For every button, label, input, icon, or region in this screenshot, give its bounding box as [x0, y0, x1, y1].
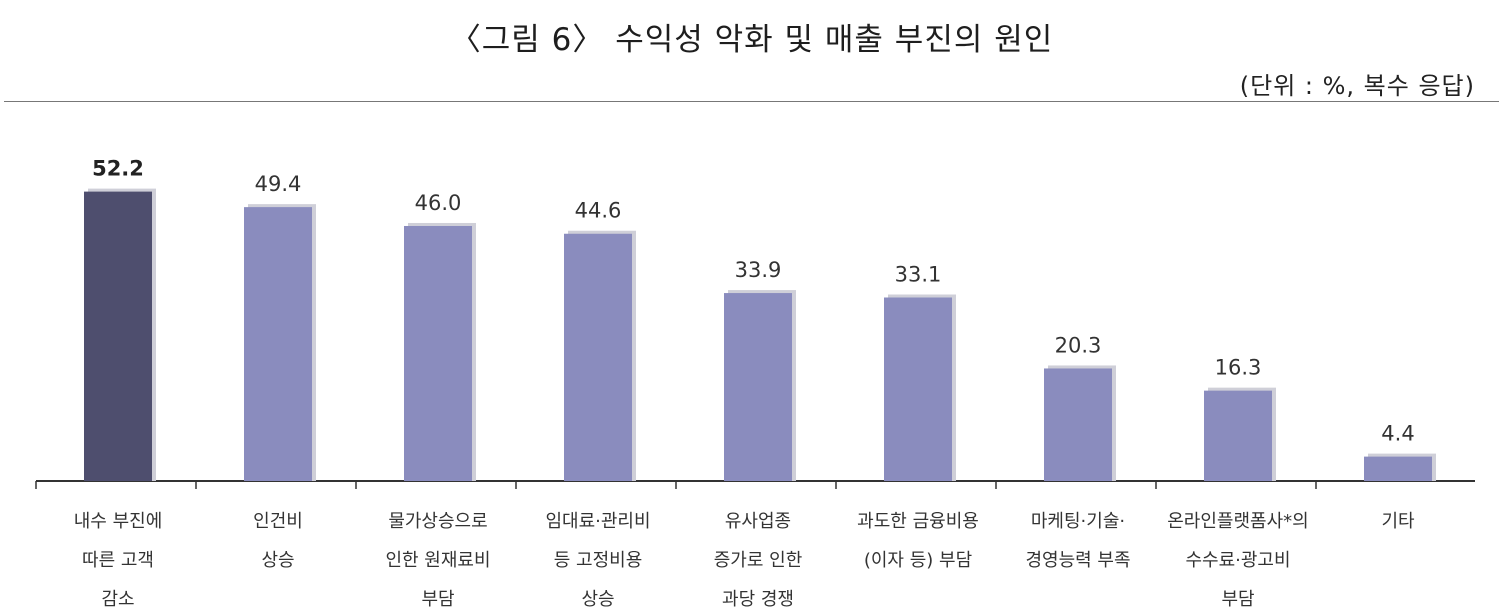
category-label: 기타 — [1381, 511, 1415, 532]
bar — [1204, 390, 1272, 481]
bar — [84, 191, 152, 481]
category-label: 증가로 인한 — [714, 550, 803, 571]
unit-note: (단위 : %, 복수 응답) — [1239, 72, 1475, 100]
category-label: 등 고정비용 — [554, 550, 643, 571]
bar — [724, 293, 792, 481]
category-label: 따른 고객 — [82, 550, 154, 571]
category-label: (이자 등) 부담 — [864, 550, 972, 571]
data-label: 16.3 — [1215, 356, 1262, 380]
category-label: 부담 — [421, 589, 454, 610]
bar — [1044, 368, 1112, 481]
category-label: 내수 부진에 — [74, 511, 163, 532]
category-label: 마케팅·기술· — [1031, 511, 1125, 532]
bar — [884, 297, 952, 481]
bar — [404, 225, 472, 481]
category-label: 인건비 — [253, 511, 303, 532]
data-label: 52.2 — [92, 157, 144, 181]
category-label: 유사업종 — [725, 511, 791, 532]
data-label: 44.6 — [575, 199, 622, 223]
bar — [244, 207, 312, 481]
category-label: 인한 원재료비 — [385, 550, 490, 571]
chart-title: 〈그림 6〉 수익성 악화 및 매출 부진의 원인 — [449, 22, 1054, 58]
category-label: 부담 — [1221, 589, 1254, 610]
data-label: 49.4 — [255, 172, 302, 196]
category-label: 임대료·관리비 — [545, 511, 650, 532]
data-label: 4.4 — [1381, 422, 1414, 446]
data-label: 46.0 — [415, 191, 462, 215]
category-label: 경영능력 부족 — [1025, 550, 1130, 571]
category-label: 수수료·광고비 — [1185, 550, 1290, 571]
bar — [1364, 456, 1432, 481]
category-label: 감소 — [101, 589, 134, 610]
data-label: 33.1 — [895, 262, 942, 286]
category-label: 물가상승으로 — [388, 511, 487, 532]
category-label: 온라인플랫폼사*의 — [1167, 511, 1308, 532]
data-label: 20.3 — [1055, 333, 1102, 357]
category-label: 과당 경쟁 — [722, 589, 794, 610]
category-label: 상승 — [261, 550, 294, 571]
bar — [564, 233, 632, 481]
category-label: 과도한 금융비용 — [857, 511, 979, 532]
header-divider — [4, 101, 1499, 102]
category-label: 상승 — [581, 589, 614, 610]
data-label: 33.9 — [735, 258, 782, 282]
